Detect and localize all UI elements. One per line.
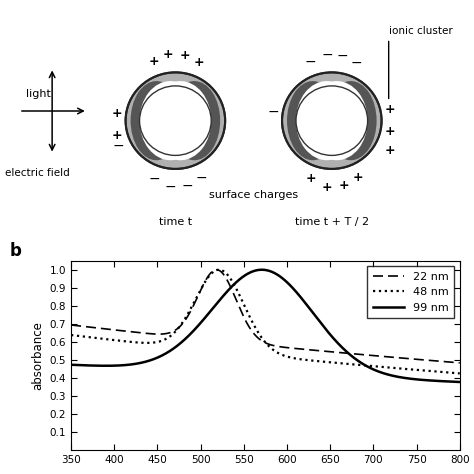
Ellipse shape	[325, 81, 377, 160]
Text: −: −	[113, 138, 124, 153]
Ellipse shape	[126, 73, 225, 169]
22 nm	[257, 337, 263, 343]
99 nm	[457, 379, 463, 385]
Text: −: −	[351, 56, 362, 70]
22 nm	[88, 324, 94, 330]
22 nm	[446, 359, 452, 365]
48 nm	[446, 370, 452, 375]
99 nm	[88, 363, 94, 368]
Text: time t + T / 2: time t + T / 2	[295, 217, 369, 227]
99 nm	[446, 379, 452, 384]
Line: 48 nm: 48 nm	[71, 270, 460, 374]
22 nm	[457, 360, 463, 366]
Text: −: −	[268, 105, 279, 119]
Text: +: +	[180, 49, 190, 62]
48 nm	[446, 370, 451, 375]
Line: 99 nm: 99 nm	[71, 270, 460, 382]
48 nm	[247, 315, 253, 320]
99 nm	[257, 267, 263, 273]
22 nm	[214, 267, 219, 273]
99 nm	[446, 379, 451, 384]
Ellipse shape	[139, 81, 201, 160]
Text: light: light	[26, 89, 51, 99]
22 nm	[68, 322, 74, 328]
Ellipse shape	[306, 81, 368, 160]
Ellipse shape	[168, 81, 220, 160]
48 nm	[374, 364, 380, 369]
48 nm	[68, 332, 74, 338]
Text: time t: time t	[159, 217, 192, 227]
Text: −: −	[196, 171, 207, 184]
48 nm	[257, 333, 263, 338]
Ellipse shape	[296, 86, 368, 155]
99 nm	[374, 368, 380, 374]
Text: −: −	[165, 180, 176, 194]
Text: +: +	[112, 128, 122, 142]
Text: surface charges: surface charges	[209, 191, 298, 201]
Text: +: +	[385, 145, 395, 157]
Text: +: +	[305, 172, 316, 185]
48 nm	[88, 335, 94, 340]
Text: −: −	[148, 172, 160, 185]
Text: +: +	[112, 107, 122, 120]
48 nm	[457, 371, 463, 376]
Ellipse shape	[149, 81, 211, 160]
Text: +: +	[163, 48, 173, 61]
Text: +: +	[385, 103, 395, 117]
22 nm	[247, 326, 253, 331]
Ellipse shape	[139, 86, 211, 155]
Text: b: b	[9, 242, 21, 260]
Text: +: +	[149, 55, 159, 68]
Line: 22 nm: 22 nm	[71, 270, 460, 363]
Text: +: +	[353, 171, 363, 184]
Text: +: +	[385, 125, 395, 138]
Ellipse shape	[282, 73, 382, 169]
Text: −: −	[305, 55, 316, 69]
Text: −: −	[337, 48, 348, 63]
99 nm	[259, 267, 264, 273]
Text: electric field: electric field	[5, 168, 70, 178]
Text: +: +	[322, 181, 332, 194]
22 nm	[446, 359, 451, 365]
Ellipse shape	[296, 81, 358, 160]
Text: −: −	[321, 47, 333, 62]
Ellipse shape	[131, 81, 182, 160]
Text: ionic cluster: ionic cluster	[389, 26, 452, 99]
Text: +: +	[194, 56, 204, 69]
99 nm	[247, 270, 253, 275]
Text: −: −	[182, 179, 193, 193]
99 nm	[68, 362, 74, 368]
22 nm	[374, 353, 380, 359]
Text: +: +	[338, 179, 349, 192]
Y-axis label: absorbance: absorbance	[31, 321, 44, 390]
48 nm	[216, 267, 222, 273]
Legend: 22 nm, 48 nm, 99 nm: 22 nm, 48 nm, 99 nm	[367, 266, 454, 319]
Ellipse shape	[287, 81, 339, 160]
